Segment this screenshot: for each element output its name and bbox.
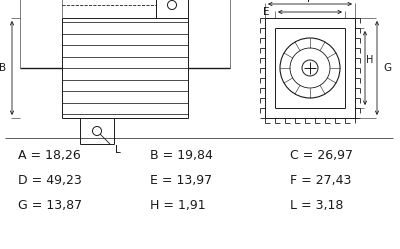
Text: F = 27,43: F = 27,43	[290, 174, 351, 187]
Text: L: L	[115, 145, 121, 155]
Text: B = 19,84: B = 19,84	[150, 148, 213, 162]
Text: E: E	[262, 7, 269, 17]
Text: G = 13,87: G = 13,87	[18, 198, 82, 211]
Text: L = 3,18: L = 3,18	[290, 198, 343, 211]
Text: A = 18,26: A = 18,26	[18, 148, 81, 162]
Text: H = 1,91: H = 1,91	[150, 198, 206, 211]
Text: C = 26,97: C = 26,97	[290, 148, 353, 162]
Text: H: H	[366, 55, 373, 65]
Text: G: G	[383, 63, 391, 73]
Text: B: B	[0, 63, 6, 73]
Text: F: F	[307, 0, 313, 4]
Text: D = 49,23: D = 49,23	[18, 174, 82, 187]
Text: E = 13,97: E = 13,97	[150, 174, 212, 187]
